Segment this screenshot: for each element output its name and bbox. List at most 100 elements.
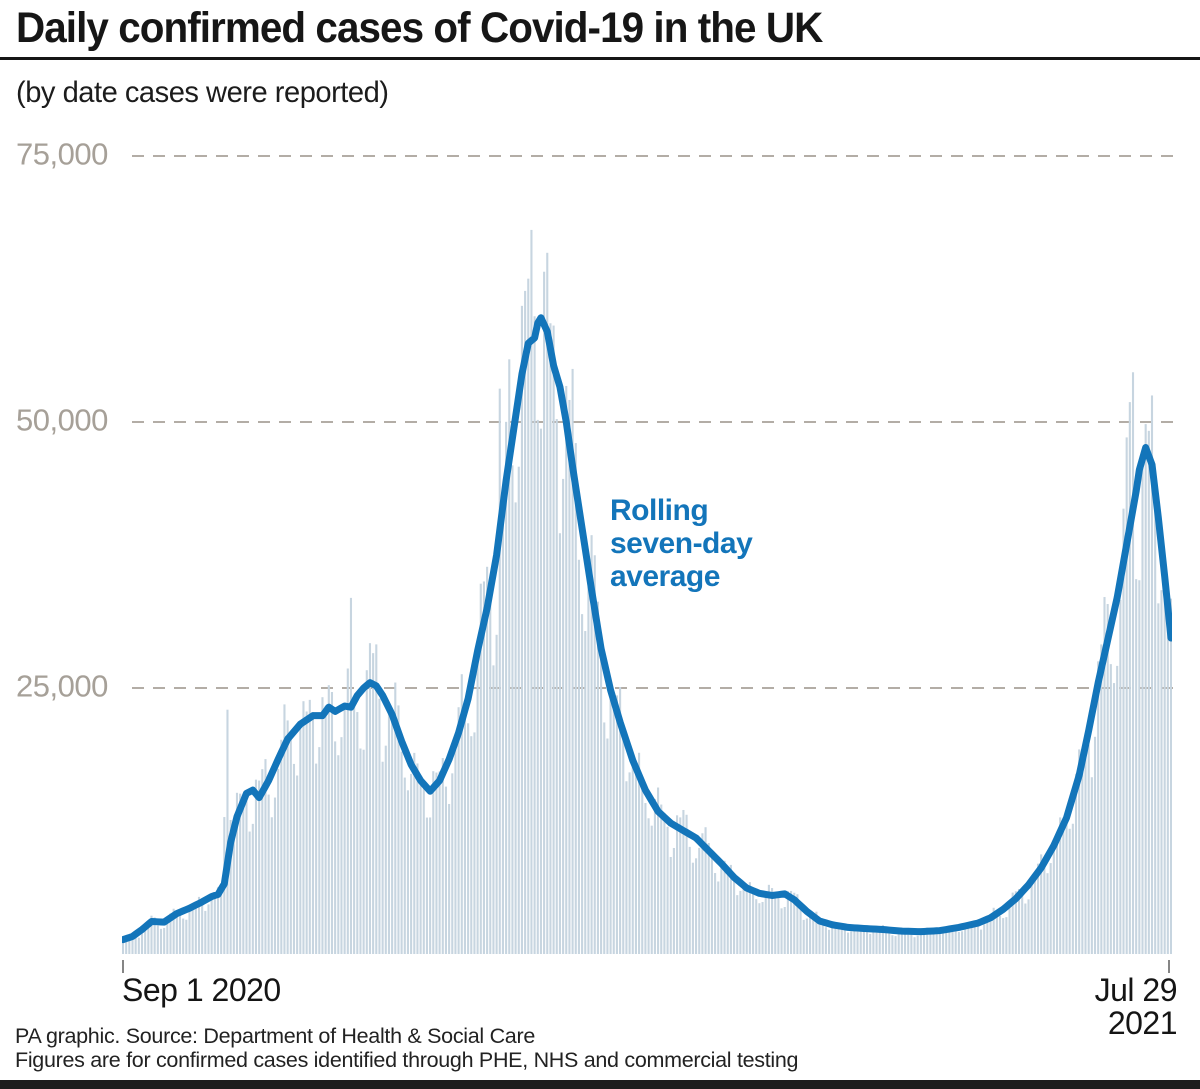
daily-bar	[859, 926, 862, 954]
daily-bar	[397, 705, 400, 954]
y-axis-label-25000: 25,000	[16, 668, 108, 704]
daily-bar	[378, 698, 381, 954]
daily-bar	[406, 790, 409, 954]
daily-bar	[1141, 449, 1144, 954]
daily-bar	[536, 419, 539, 954]
daily-bar	[1112, 683, 1116, 954]
daily-bar	[463, 700, 466, 954]
daily-bar	[900, 927, 903, 954]
daily-bar	[343, 702, 346, 954]
daily-bar	[812, 914, 815, 954]
daily-bar	[593, 555, 596, 954]
daily-bar	[296, 775, 299, 954]
daily-bar	[612, 692, 615, 954]
daily-bar	[191, 903, 194, 954]
daily-bar	[444, 786, 447, 954]
daily-bar	[1166, 600, 1169, 954]
daily-bar	[720, 863, 723, 954]
daily-bar	[941, 931, 945, 954]
daily-bar	[679, 817, 682, 954]
daily-bar	[786, 891, 789, 954]
daily-bar	[1138, 580, 1141, 954]
daily-bar	[935, 934, 938, 954]
daily-bar	[818, 917, 821, 954]
daily-bar	[220, 886, 223, 954]
daily-bar	[1043, 866, 1046, 954]
daily-bar	[539, 428, 542, 954]
daily-bar	[454, 734, 457, 954]
daily-bar	[286, 720, 289, 954]
daily-bar	[688, 846, 691, 954]
daily-bar	[666, 826, 669, 954]
daily-bar	[1078, 749, 1081, 954]
daily-bar	[828, 929, 831, 954]
daily-bar	[144, 924, 147, 954]
daily-bar	[422, 782, 425, 954]
daily-bar	[327, 685, 330, 954]
daily-bar	[862, 926, 865, 954]
daily-bar	[137, 937, 140, 954]
daily-bar	[305, 711, 308, 954]
daily-bar	[780, 908, 783, 954]
daily-bar	[448, 803, 451, 954]
daily-bar	[790, 890, 793, 954]
daily-bar	[555, 419, 558, 954]
daily-bar	[571, 368, 574, 954]
x-axis-label-start: Sep 1 2020	[122, 972, 281, 1008]
daily-bar	[197, 896, 201, 954]
daily-bar	[467, 723, 470, 954]
daily-bar	[375, 644, 378, 954]
daily-bar	[622, 738, 625, 954]
daily-bar	[647, 818, 650, 954]
daily-bar	[1128, 402, 1131, 954]
daily-bar	[676, 815, 679, 954]
daily-bar	[425, 817, 428, 954]
daily-bar	[989, 914, 992, 954]
daily-bar	[178, 911, 182, 954]
daily-bar	[1160, 590, 1163, 954]
daily-bar	[948, 926, 951, 954]
daily-bar	[897, 929, 900, 954]
daily-bar	[894, 936, 897, 954]
daily-bar	[511, 465, 514, 954]
daily-bar	[264, 759, 267, 954]
daily-bar	[1074, 773, 1078, 954]
daily-bar	[698, 847, 701, 954]
daily-bar	[964, 923, 967, 954]
daily-bar	[973, 921, 976, 954]
daily-bar	[435, 772, 438, 954]
daily-bar	[292, 763, 296, 954]
daily-bar	[273, 797, 277, 954]
bottom-black-bar	[0, 1080, 1200, 1089]
gridline-50000	[132, 421, 1177, 423]
daily-bar	[495, 634, 498, 954]
daily-bar	[362, 749, 365, 954]
daily-bar	[752, 887, 755, 954]
daily-bar	[147, 921, 150, 954]
daily-bar	[429, 817, 432, 954]
daily-bar	[704, 827, 707, 954]
daily-bar	[615, 695, 618, 954]
daily-bar	[302, 701, 305, 954]
rolling-average-annotation: Rolling seven-day average	[610, 494, 753, 593]
daily-bar	[793, 892, 796, 954]
daily-bar	[239, 793, 242, 954]
daily-bar	[311, 712, 315, 954]
daily-bar	[194, 903, 197, 954]
daily-bar	[210, 894, 213, 954]
annotation-line-1: Rolling	[610, 494, 709, 527]
daily-bar	[349, 597, 353, 954]
daily-bar	[748, 882, 751, 954]
daily-bar	[251, 823, 254, 954]
x-axis-tick-right	[1168, 960, 1170, 973]
daily-bar	[1097, 661, 1100, 954]
daily-bar	[609, 683, 612, 954]
daily-bar	[486, 566, 489, 954]
daily-bar	[324, 705, 327, 954]
daily-bar	[840, 924, 843, 954]
daily-bars	[122, 229, 1172, 954]
daily-bar	[270, 817, 273, 954]
daily-bar	[334, 741, 337, 954]
daily-bar	[1036, 863, 1040, 954]
daily-bar	[346, 668, 349, 954]
